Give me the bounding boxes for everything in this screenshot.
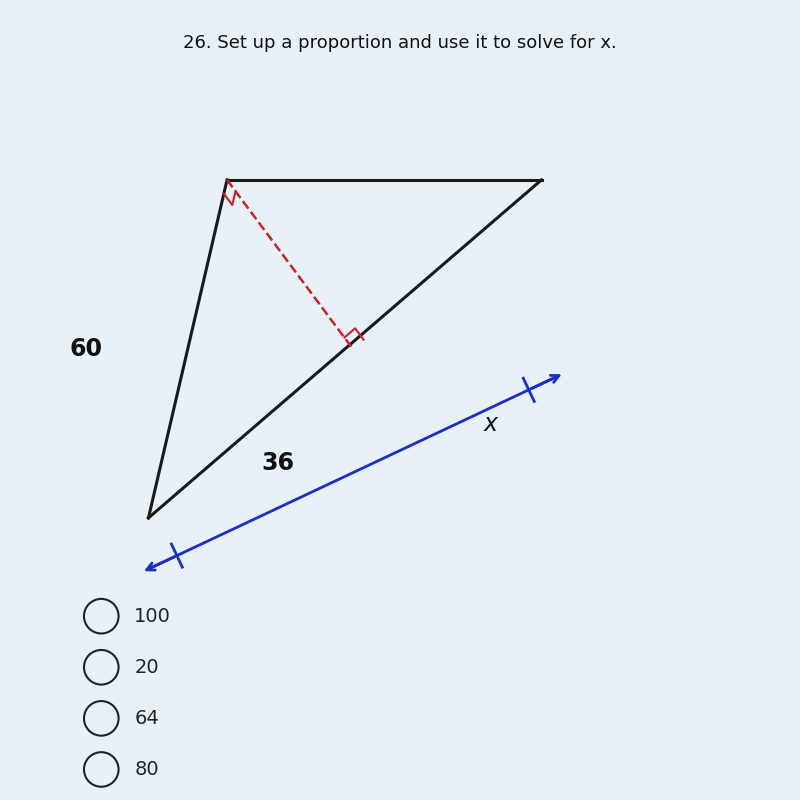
- Text: x: x: [483, 411, 498, 435]
- Text: 20: 20: [134, 658, 159, 677]
- Text: 26. Set up a proportion and use it to solve for x.: 26. Set up a proportion and use it to so…: [183, 34, 617, 53]
- Text: 64: 64: [134, 709, 159, 728]
- Text: 100: 100: [134, 606, 171, 626]
- Text: 36: 36: [262, 451, 294, 475]
- Text: 60: 60: [69, 337, 102, 361]
- Text: 80: 80: [134, 760, 159, 779]
